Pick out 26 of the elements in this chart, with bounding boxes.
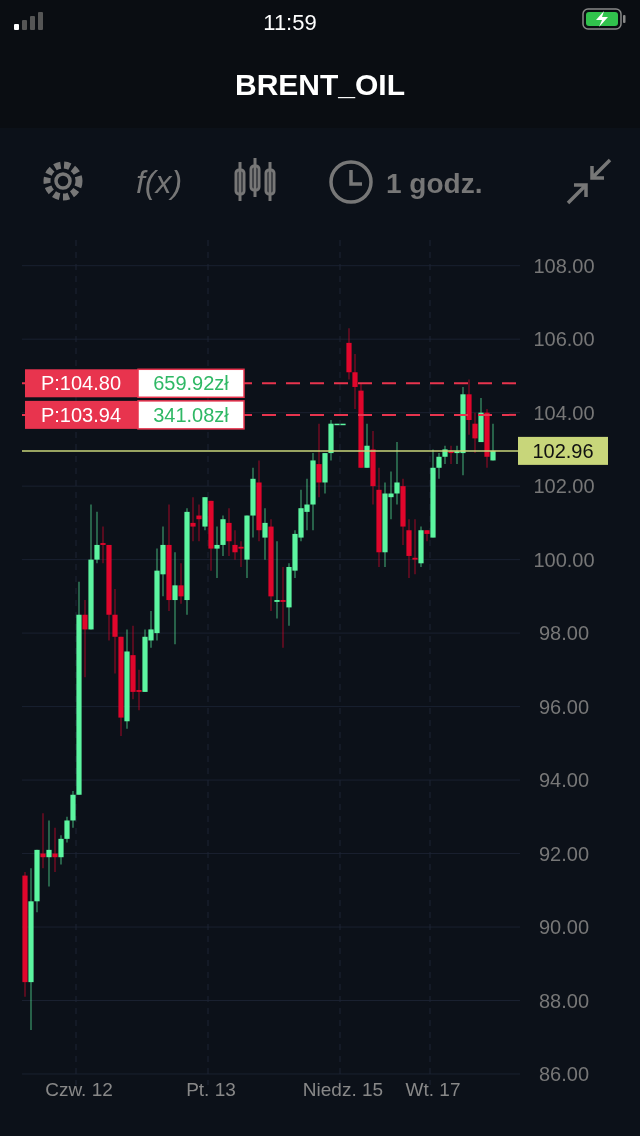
text: 11:59: [263, 10, 317, 35]
ref-line-label: 102.96: [532, 439, 594, 462]
text: f(x): [135, 164, 183, 200]
x-tick-label: Czw. 12: [45, 1079, 113, 1100]
y-tick-label: 90.00: [538, 916, 590, 939]
ref-line-label: P:104.80: [40, 372, 122, 395]
y-tick-label: 88.00: [538, 989, 590, 1012]
y-tick-label: 106.00: [533, 328, 595, 351]
y-tick-label: 92.00: [538, 842, 590, 865]
x-tick-label: Pt. 13: [186, 1079, 236, 1100]
y-tick-label: 108.00: [533, 254, 595, 277]
y-tick-label: 98.00: [538, 622, 590, 645]
y-tick-label: 94.00: [538, 769, 590, 792]
ref-line-label: P:103.94: [40, 403, 122, 426]
candlestick: [424, 529, 430, 542]
annotation: 659.92zł: [153, 372, 230, 395]
y-tick-label: 96.00: [538, 695, 590, 718]
x-tick-label: Niedz. 15: [302, 1079, 384, 1100]
x-tick-label: Wt. 17: [405, 1079, 461, 1100]
y-tick-label: 100.00: [533, 548, 595, 571]
y-tick-label: 86.00: [538, 1062, 590, 1085]
y-tick-label: 102.00: [533, 475, 595, 498]
text: 1 godz.: [386, 168, 483, 199]
y-tick-label: 104.00: [533, 401, 595, 424]
annotation: 341.08zł: [153, 403, 230, 426]
chart-title: BRENT_OIL: [234, 68, 406, 101]
